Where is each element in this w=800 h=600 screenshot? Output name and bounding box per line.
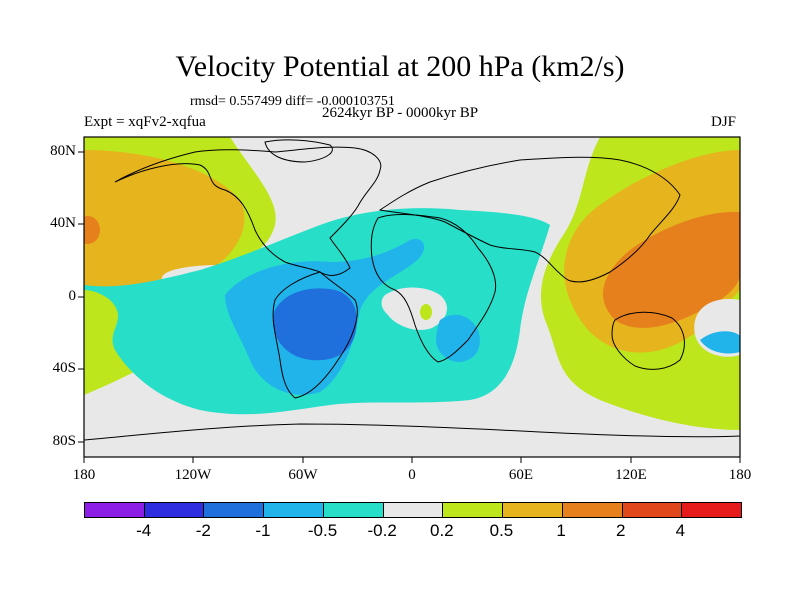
stats-text: rmsd= 0.557499 diff= -0.000103751 xyxy=(190,94,395,109)
colorbar-box xyxy=(204,503,265,517)
colorbar-box xyxy=(144,503,205,517)
plot-title: Velocity Potential at 200 hPa (km2/s) xyxy=(175,50,625,83)
north-america-coast xyxy=(114,146,382,276)
field-max-east xyxy=(603,211,740,328)
lat-label-40n: 40N xyxy=(50,215,76,231)
field-neutral-africa xyxy=(381,287,447,330)
colorbar-box xyxy=(682,503,742,517)
lat-label-40s: 40S xyxy=(52,360,76,376)
greenland-coast xyxy=(264,139,333,163)
period-text: 2624kyr BP - 0000kyr BP xyxy=(322,105,479,121)
colorbar-box xyxy=(503,503,563,517)
season-label: DJF xyxy=(711,114,737,130)
colorbar-label: 0.5 xyxy=(489,521,514,540)
field-max-west xyxy=(84,216,100,244)
eurasia-coast xyxy=(378,156,681,283)
field-negative-strong xyxy=(272,288,357,361)
axis-ticks xyxy=(78,151,741,463)
colorbar-box xyxy=(443,503,504,517)
antarctica-coast xyxy=(84,423,740,441)
lon-label-120e: 120E xyxy=(615,467,647,483)
colorbar-label: 4 xyxy=(675,521,686,540)
colorbar-box xyxy=(85,503,145,517)
colorbar-label: 2 xyxy=(615,521,626,540)
south-america-coast xyxy=(272,271,358,399)
colorbar-label: -4 xyxy=(136,521,152,540)
colorbar-box xyxy=(383,503,444,517)
colorbar-label: 0.2 xyxy=(429,521,454,540)
lon-label-180e: 180 xyxy=(728,467,752,483)
lon-label-0: 0 xyxy=(408,467,416,483)
colorbar-box xyxy=(562,503,623,517)
lon-label-120w: 120W xyxy=(174,467,212,483)
contour-fill xyxy=(84,137,740,457)
lat-label-80n: 80N xyxy=(50,143,76,159)
coastlines xyxy=(84,139,740,441)
australia-coast xyxy=(611,311,685,370)
africa-coast xyxy=(370,214,497,363)
field-positive-west xyxy=(84,150,245,289)
colorbar-label: 1 xyxy=(556,521,566,540)
field-negative-australia xyxy=(700,331,740,354)
lat-label-80s: 80S xyxy=(52,433,76,449)
lon-label-60w: 60W xyxy=(288,467,318,483)
colorbar-label: -0.5 xyxy=(307,521,338,540)
colorbar-label: -1 xyxy=(255,521,271,540)
lat-label-0: 0 xyxy=(68,288,77,304)
colorbar-label: -2 xyxy=(195,521,211,540)
colorbar-box xyxy=(622,503,683,517)
lon-label-60e: 60E xyxy=(508,467,534,483)
colorbar-label: -0.2 xyxy=(367,521,397,540)
colorbar-box xyxy=(264,503,324,517)
experiment-label: Expt = xqFv2-xqfua xyxy=(84,114,206,130)
field-negative-east-africa xyxy=(435,314,480,362)
colorbar-box xyxy=(323,503,384,517)
colorbar xyxy=(84,502,742,518)
lon-label-180w: 180 xyxy=(72,467,96,483)
field-positive-africa xyxy=(420,304,432,320)
